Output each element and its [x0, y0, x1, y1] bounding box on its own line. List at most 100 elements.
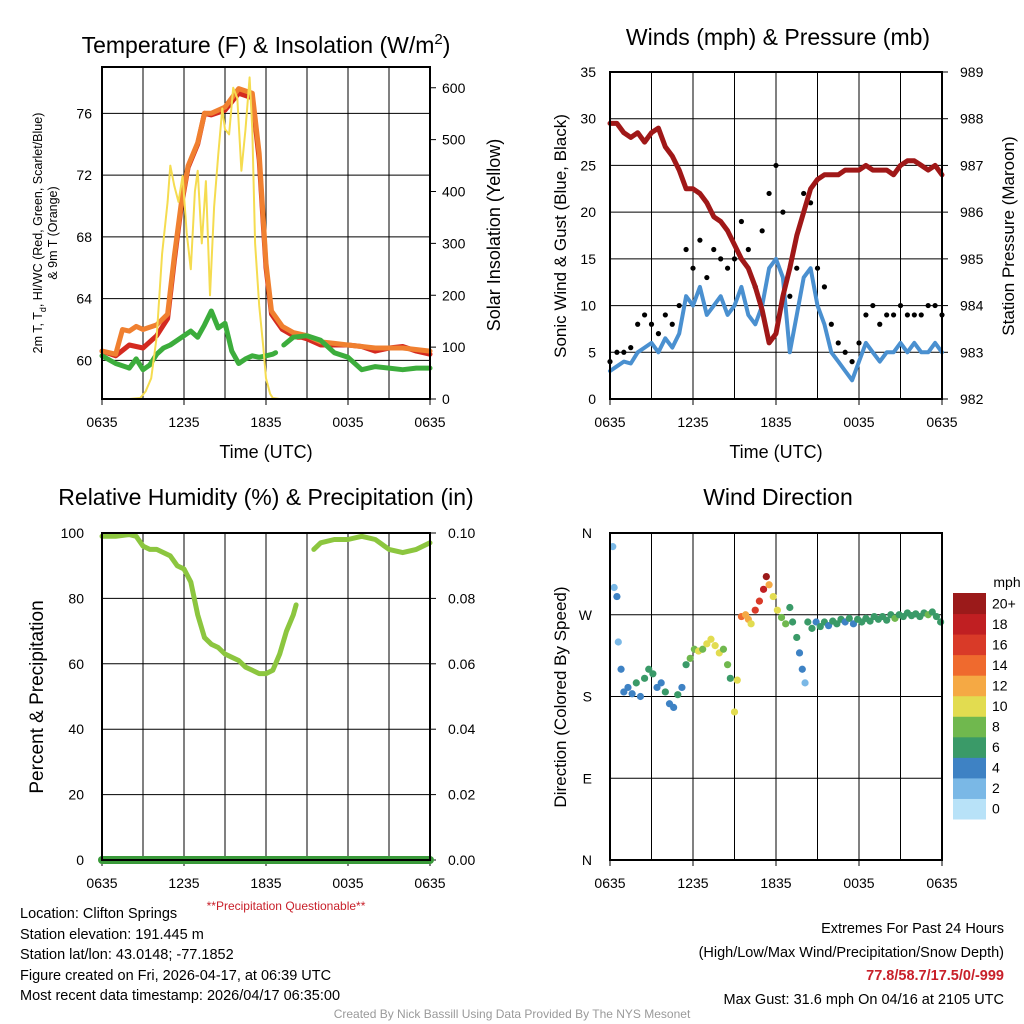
wind-gust-point: [780, 209, 786, 215]
rh-xtick-label: 1835: [250, 875, 281, 891]
wind-gust-point: [911, 312, 917, 318]
wind-gust-point: [711, 246, 717, 253]
dir-point: [624, 683, 632, 692]
wind-gust-point: [676, 302, 682, 309]
temp-ytick-right-label: 200: [442, 287, 466, 303]
rh-ytick-left: 0: [76, 852, 84, 868]
dir-point: [657, 679, 665, 687]
wind-gust-point: [925, 302, 931, 309]
temp-xtick-label: 0635: [86, 414, 117, 430]
colorbar-label: 16: [992, 636, 1008, 652]
dir-ytick: N: [582, 852, 592, 868]
dir-point: [769, 592, 777, 601]
max-gust-text: Max Gust: 31.6 mph On 04/16 at 2105 UTC: [723, 991, 1004, 1008]
wind-gust-point: [621, 349, 627, 355]
wind-ytick-left: 35: [580, 64, 596, 80]
dir-point: [773, 606, 781, 614]
wind-ytick-left: 0: [588, 391, 596, 407]
temp-frame: [101, 66, 431, 400]
colorbar-cell: [953, 798, 986, 820]
wind-ytick-left: 25: [580, 157, 596, 173]
dir-point: [849, 620, 858, 628]
temp-ytick-left: 64: [76, 291, 92, 307]
dir-point: [699, 645, 707, 653]
wind-gust-point: [890, 312, 897, 318]
dir-point: [730, 708, 739, 716]
rh-ytick-right-label: 0.10: [448, 525, 475, 541]
dir-point: [678, 683, 686, 692]
temp-ytick-right-label: 600: [442, 80, 466, 96]
dir-point: [786, 603, 794, 612]
wind-ytick-right-label: 984: [960, 298, 984, 314]
wind-gust-point: [690, 265, 696, 271]
dir-point: [804, 618, 812, 626]
dir-point: [777, 613, 786, 622]
wind-gust-point: [842, 349, 848, 355]
temp-xtick-label: 0035: [332, 414, 363, 430]
rh-ytick-left: 40: [68, 721, 84, 737]
dir-point: [614, 638, 622, 646]
rh-ytick-left: 80: [68, 590, 84, 606]
wind-gust-point: [787, 293, 793, 299]
temp-series-td: [281, 333, 433, 373]
colorbar-label: 10: [992, 698, 1008, 714]
rh-ytick-left: 100: [61, 525, 85, 541]
dir-point: [719, 645, 728, 653]
colorbar-cell: [953, 613, 986, 635]
wind-gust-point: [669, 321, 675, 327]
credit-text: Created By Nick Bassill Using Data Provi…: [333, 1007, 691, 1021]
rh-xtick-label: 1235: [168, 875, 199, 891]
wind-gust-point: [614, 349, 620, 355]
wind-gust-point: [918, 312, 924, 318]
temp-xtick-label: 1835: [250, 414, 281, 430]
temp-xlabel: Time (UTC): [219, 442, 312, 462]
wind-xtick-label: 0035: [843, 414, 874, 430]
station-info: Location: Clifton Springs Station elevat…: [20, 904, 340, 1007]
wind-ytick-right-label: 985: [960, 251, 984, 267]
temp-ytick-right-label: 500: [442, 132, 466, 148]
wind-gust-point: [724, 265, 731, 271]
dir-point: [636, 692, 645, 701]
wind-ytick-left: 5: [588, 344, 596, 360]
wind-gust-point: [932, 302, 938, 309]
wind-ytick-left: 20: [580, 204, 596, 220]
dir-point: [723, 661, 732, 669]
wind-gust-point: [635, 321, 641, 327]
wind-gust-point: [745, 246, 751, 253]
dir-xtick-label: 1835: [760, 875, 791, 891]
rh-series-relative-humidity: [311, 533, 433, 556]
wind-gust-point: [718, 256, 724, 262]
dir-point: [866, 617, 874, 625]
colorbar-cell: [953, 757, 986, 779]
colorbar-label: 18: [992, 616, 1008, 632]
wind-xtick-label: 1235: [677, 414, 708, 430]
wind-gust-point: [641, 312, 648, 318]
wind-ytick-right-label: 987: [960, 157, 984, 173]
wind-gust-point: [683, 246, 689, 253]
wind-gust-point: [794, 265, 800, 271]
dir-point: [686, 654, 694, 662]
colorbar-cell: [953, 675, 986, 697]
wind-gust-point: [662, 312, 668, 318]
dir-point: [617, 665, 625, 673]
dir-point: [845, 614, 853, 622]
colorbar-label: 0: [992, 801, 1000, 817]
dir-point: [789, 618, 797, 626]
rh-ytick-right-label: 0.06: [448, 656, 475, 672]
created-text: Figure created on Fri, 2026-04-17, at 06…: [20, 967, 332, 984]
extremes-subtitle: (High/Low/Max Wind/Precipitation/Snow De…: [698, 944, 1004, 961]
dir-point: [883, 616, 891, 624]
wind-ytick-left: 10: [580, 298, 596, 314]
dir-point: [747, 620, 755, 628]
dir-xtick-label: 0635: [594, 875, 625, 891]
temp-ytick-right-label: 300: [442, 235, 466, 251]
temp-ylabel-right: Solar Insolation (Yellow): [484, 139, 504, 331]
wind-gust-point: [870, 302, 876, 309]
wind-gust-point: [877, 321, 883, 327]
dir-point: [762, 573, 770, 581]
dir-title: Wind Direction: [703, 484, 853, 510]
dir-point: [707, 635, 715, 643]
rh-frame: [101, 532, 431, 861]
rh-ytick-left: 20: [68, 787, 84, 803]
dir-point: [765, 581, 773, 589]
